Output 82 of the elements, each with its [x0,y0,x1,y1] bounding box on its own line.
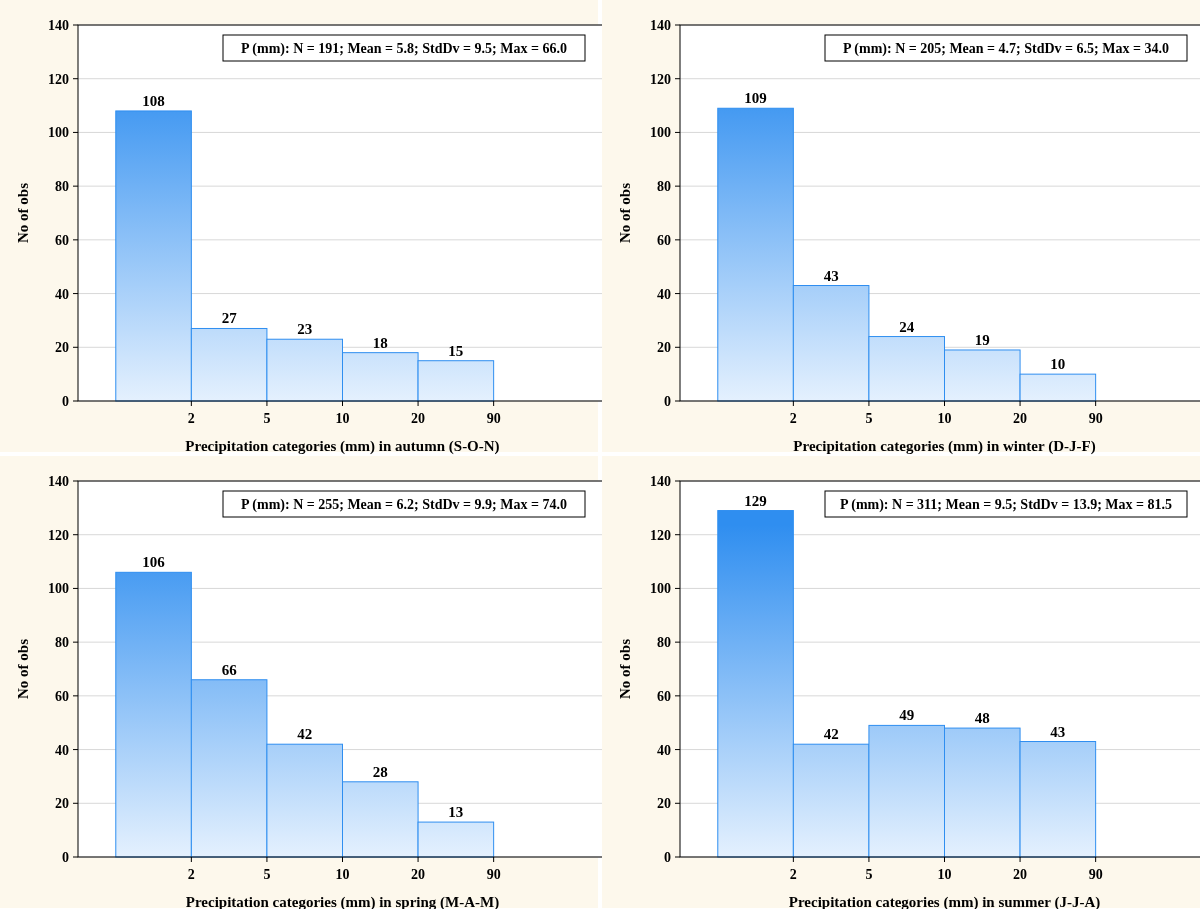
y-axis-title: No of obs [15,638,31,700]
x-tick-label: 5 [263,411,271,426]
y-tick-label: 60 [55,232,69,248]
data-label: 28 [372,763,388,780]
y-tick-label: 120 [48,527,69,543]
x-tick-label: 10 [937,867,952,882]
x-tick-label: 90 [486,867,501,882]
x-tick-label: 5 [865,411,873,426]
x-tick-label: 90 [1088,411,1103,426]
y-tick-label: 60 [55,688,69,704]
data-label: 49 [899,707,915,724]
y-tick-label: 20 [55,796,69,812]
y-tick-label: 0 [664,394,671,409]
annotation: P (mm): N = 311; Mean = 9.5; StdDv = 13.9; Max = 81.5 [839,497,1173,513]
y-tick-label: 20 [55,340,69,356]
x-tick-label: 2 [789,867,797,882]
x-tick-label: 90 [486,411,501,426]
y-tick-label: 0 [62,850,69,865]
data-label: 108 [142,92,165,109]
data-label: 42 [823,726,839,743]
y-axis-title: No of obs [617,638,633,700]
y-tick-label: 120 [650,71,671,87]
y-tick-label: 20 [657,340,671,356]
x-tick-label: 10 [335,867,350,882]
data-label: 48 [974,710,990,727]
y-tick-label: 60 [657,232,671,248]
annotation: P (mm): N = 255; Mean = 6.2; StdDv = 9.9; Max = 74.0 [241,497,567,513]
x-tick-label: 2 [187,867,195,882]
annotation: P (mm): N = 191; Mean = 5.8; StdDv = 9.5; Max = 66.0 [241,41,567,57]
data-label: 129 [744,492,767,509]
y-tick-label: 80 [657,635,671,651]
y-tick-label: 0 [62,394,69,409]
x-tick-label: 20 [411,867,426,882]
data-label: 106 [142,554,166,571]
y-tick-label: 100 [650,125,671,141]
y-tick-label: 100 [650,581,671,597]
data-label: 42 [297,726,313,743]
y-tick-label: 40 [55,286,69,302]
x-tick-label: 20 [411,411,426,426]
y-tick-label: 100 [48,581,69,597]
y-tick-label: 120 [48,71,69,87]
x-tick-label: 10 [335,411,350,426]
x-tick-label: 20 [1013,411,1028,426]
x-tick-label: 5 [263,867,271,882]
x-tick-label: 2 [187,411,195,426]
x-tick-label: 20 [1013,867,1028,882]
data-label: 27 [221,310,238,327]
y-axis-title: No of obs [617,182,633,244]
y-tick-label: 40 [657,742,671,758]
y-tick-label: 120 [650,527,671,543]
data-label: 43 [1050,723,1066,740]
y-tick-label: 140 [650,18,671,33]
data-label: 66 [221,661,238,678]
x-axis-title: Precipitation categories (mm) in autumn (S-O-N) [185,438,500,455]
x-tick-label: 90 [1088,867,1103,882]
y-tick-label: 40 [55,742,69,758]
annotation: P (mm): N = 205; Mean = 4.7; StdDv = 6.5; Max = 34.0 [843,41,1169,57]
y-tick-label: 0 [664,850,671,865]
y-tick-label: 80 [55,635,69,651]
y-tick-label: 80 [657,179,671,195]
y-tick-label: 140 [48,18,69,33]
data-label: 109 [744,90,767,107]
data-label: 24 [899,318,915,335]
y-tick-label: 60 [657,688,671,704]
y-tick-label: 40 [657,286,671,302]
data-label: 13 [448,804,464,821]
y-tick-label: 140 [650,474,671,489]
y-tick-label: 100 [48,125,69,141]
y-tick-label: 140 [48,474,69,489]
data-label: 19 [974,331,990,348]
x-tick-label: 10 [937,411,952,426]
x-axis-title: Precipitation categories (mm) in winter (D-J-F) [793,438,1096,455]
y-tick-label: 80 [55,179,69,195]
y-axis-title: No of obs [15,182,31,244]
data-label: 15 [448,342,464,359]
data-label: 43 [823,267,839,284]
data-label: 23 [297,321,313,338]
x-tick-label: 5 [865,867,873,882]
data-label: 10 [1050,356,1066,373]
x-tick-label: 2 [789,411,797,426]
data-label: 18 [372,334,388,351]
y-tick-label: 20 [657,796,671,812]
